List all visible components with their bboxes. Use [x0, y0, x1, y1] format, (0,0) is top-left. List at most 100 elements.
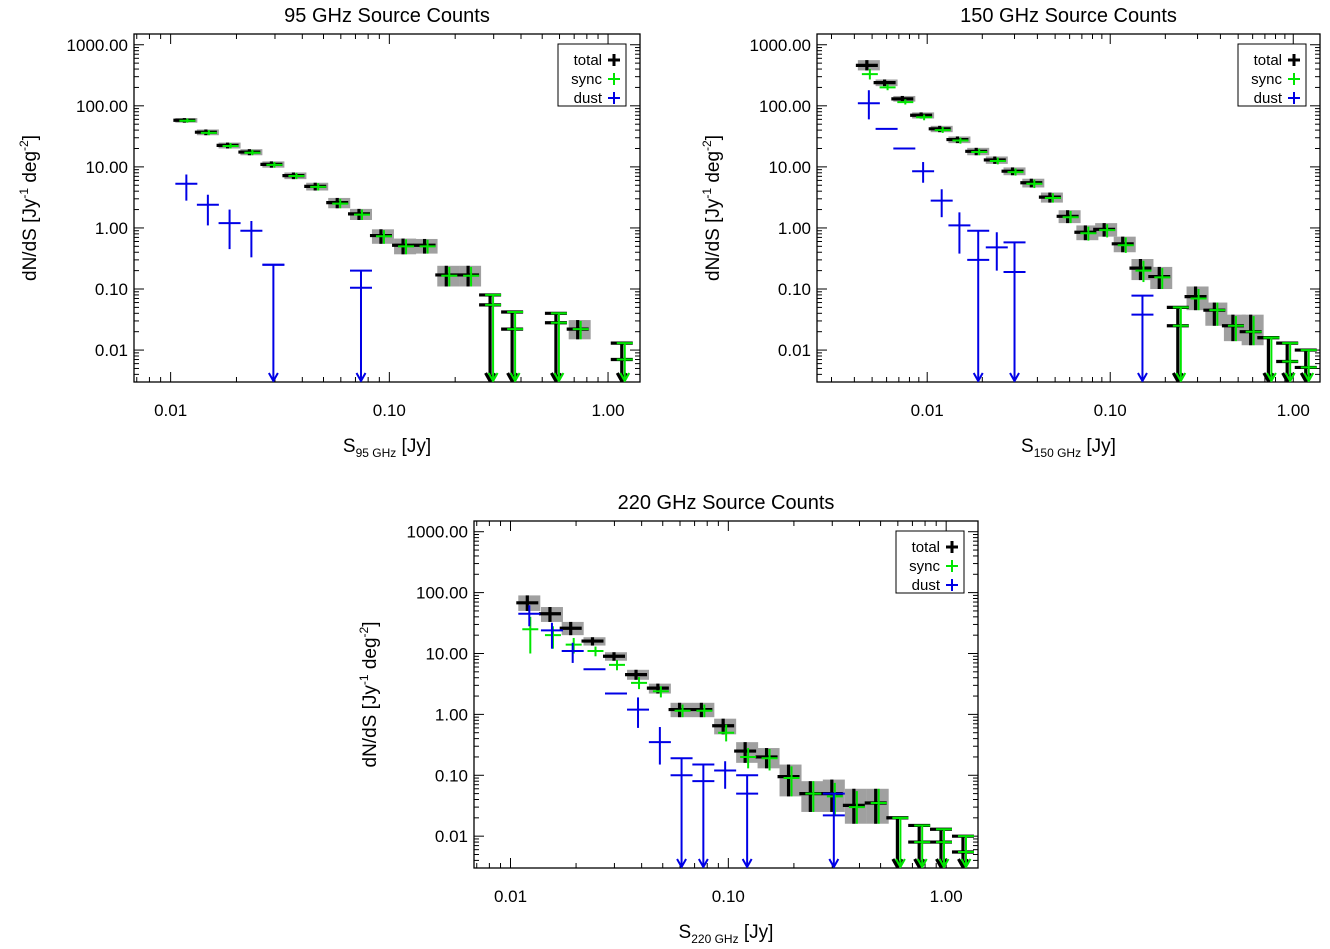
dust-point [714, 761, 737, 789]
sync-point [1080, 226, 1097, 241]
y-axis-label-sup: -1 [17, 188, 31, 199]
panel-95ghz: 95 GHz Source Counts 0.01 0.10 1.00 0.01 0.10… [17, 5, 641, 460]
sync-point [879, 84, 896, 91]
x-tick-label: 1.00 [591, 401, 624, 420]
y-tick-label: 10.00 [425, 644, 468, 663]
total-point [1129, 259, 1152, 281]
dust-point [692, 763, 715, 868]
sync-point [507, 311, 524, 382]
legend-label: total [1254, 52, 1282, 69]
dust-point [670, 757, 693, 868]
y-tick-label: 100.00 [76, 97, 128, 116]
chart-title: 150 GHz Source Counts [960, 5, 1177, 27]
x-axis-label-main: S [679, 922, 692, 943]
x-tick-label: 0.01 [154, 401, 187, 420]
sync-limit-arrow [1266, 372, 1277, 382]
sync-limit-arrow [509, 372, 521, 382]
sync-point [1300, 349, 1317, 382]
y-tick-label: 0.01 [95, 341, 128, 360]
total-point [501, 310, 524, 382]
y-tick-label: 0.01 [778, 341, 811, 360]
total-point [625, 669, 648, 680]
y-tick-label: 0.10 [95, 280, 128, 299]
dust-point [262, 263, 285, 382]
x-tick-label: 0.01 [494, 887, 527, 906]
sync-point [1062, 210, 1079, 224]
x-axis-label-sub: 150 GHz [1034, 446, 1081, 460]
dust-limit-arrow [697, 858, 709, 868]
sync-limit-arrow [487, 372, 499, 382]
total-point [891, 95, 914, 102]
y-tick-label: 1000.00 [750, 36, 811, 55]
y-axis-label-sup: -2 [357, 626, 371, 637]
y-axis-label-mid: deg [20, 151, 41, 188]
sync-point [1209, 302, 1226, 326]
y-axis-label-mid: deg [360, 637, 381, 674]
x-axis-label-unit: [Jy] [739, 922, 774, 943]
legend-label: dust [1254, 90, 1283, 107]
dust-point [648, 727, 671, 765]
sync-point [971, 148, 988, 156]
y-tick-label: 10.00 [85, 158, 128, 177]
sync-point [266, 162, 283, 168]
sync-point [652, 686, 669, 698]
dust-point [857, 90, 880, 120]
dust-point [561, 642, 584, 663]
data-layer [173, 118, 633, 382]
sync-point [332, 198, 349, 209]
y-tick-label: 100.00 [759, 97, 811, 116]
sync-point [761, 749, 778, 771]
x-tick-label: 0.10 [1094, 401, 1127, 420]
x-axis-label-sub: 95 GHz [356, 446, 397, 460]
total-point [1166, 305, 1189, 382]
y-axis-label-sup: -2 [700, 140, 714, 151]
sync-point [1282, 342, 1299, 382]
sync-limit-arrow [1284, 372, 1296, 382]
y-tick-label: 1000.00 [67, 36, 128, 55]
legend-label: total [574, 52, 602, 69]
legend-label: total [912, 539, 940, 556]
sync-point [375, 230, 392, 244]
x-axis-label-unit: [Jy] [1081, 436, 1116, 457]
dust-point [912, 162, 935, 183]
legend-label: sync [1251, 71, 1282, 88]
sync-point [696, 704, 713, 718]
sync-point [288, 172, 305, 180]
x-tick-label: 0.10 [373, 401, 406, 420]
sync-point [310, 183, 327, 191]
y-tick-label: 0.01 [435, 827, 468, 846]
total-point [538, 607, 561, 622]
sync-point [1154, 268, 1171, 290]
sync-point [892, 816, 909, 868]
sync-point [1245, 316, 1262, 346]
sync-point [244, 149, 261, 156]
dust-point [1003, 241, 1026, 382]
total-point [516, 595, 539, 611]
sync-point [848, 791, 865, 824]
sync-limit-arrow [1175, 372, 1187, 382]
y-tick-label: 1.00 [95, 219, 128, 238]
y-axis-label-main: dN/dS [Jy [20, 198, 41, 281]
dust-limit-arrow [676, 858, 687, 868]
y-axis-label-end: ] [360, 622, 381, 627]
dust-point [930, 189, 953, 218]
dust-point [218, 209, 241, 250]
dust-point [627, 697, 650, 728]
x-axis-label: S150 GHz [Jy] [1021, 436, 1116, 460]
sync-point [463, 266, 480, 287]
total-point [734, 742, 757, 763]
x-axis-label-sub: 220 GHz [691, 932, 738, 946]
sync-point [631, 677, 648, 690]
dust-limit-arrow [828, 858, 840, 868]
sync-point [616, 342, 633, 382]
x-tick-label: 0.01 [911, 401, 944, 420]
dust-point [518, 605, 541, 627]
sync-point [441, 266, 458, 287]
total-point [602, 652, 625, 661]
sync-limit-arrow [553, 372, 565, 382]
dust-point [240, 220, 263, 258]
total-point [855, 60, 878, 71]
dust-limit-arrow [1137, 372, 1148, 382]
y-tick-label: 1.00 [778, 219, 811, 238]
